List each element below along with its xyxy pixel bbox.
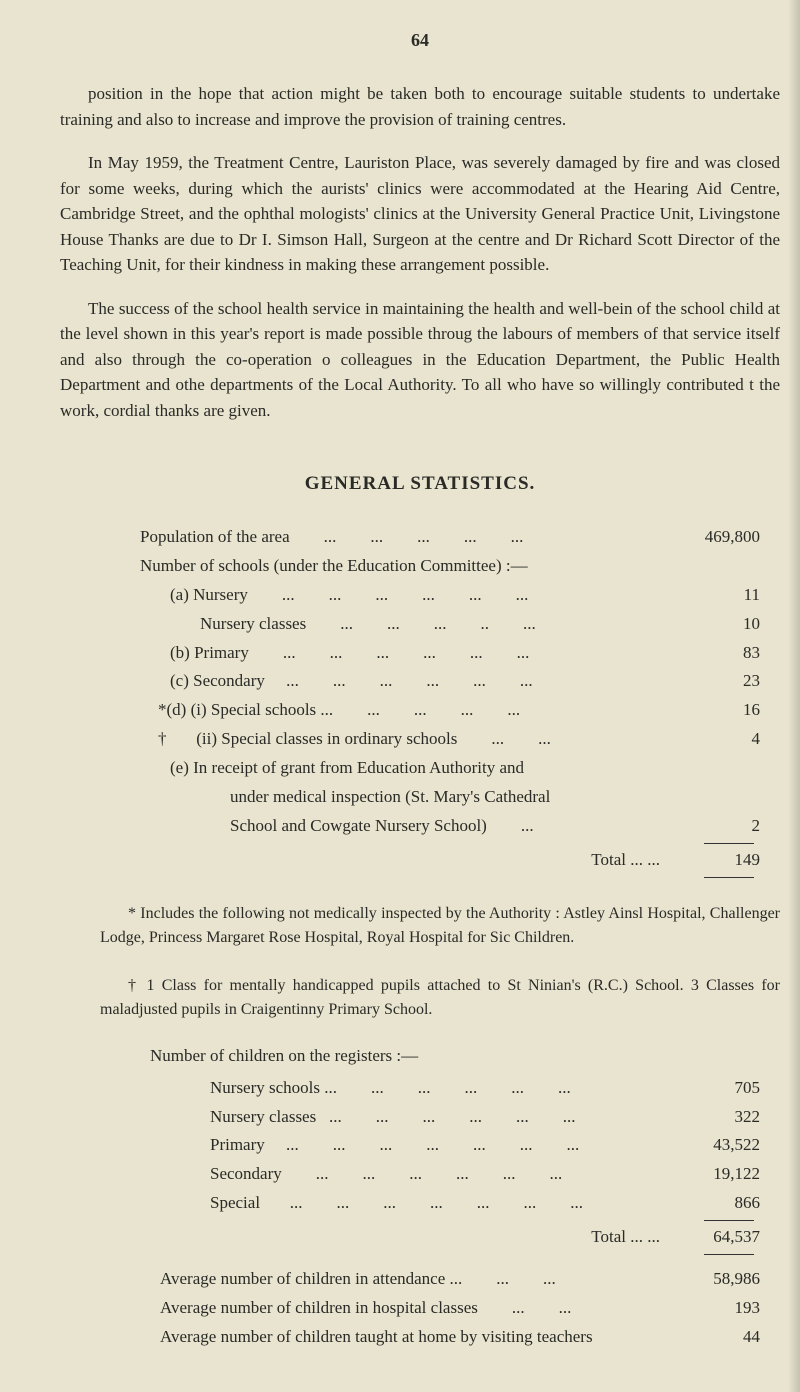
stat-special-classes: † (ii) Special classes in ordinary schoo… <box>158 725 760 754</box>
stat-nursery-classes: Nursery classes ... ... ... .. ... 10 <box>200 610 760 639</box>
rule-divider <box>704 877 754 878</box>
stat-value: 23 <box>690 667 760 696</box>
stat-receipt-grant-cont1: under medical inspection (St. Mary's Cat… <box>230 783 760 812</box>
stat-value: 83 <box>690 639 760 668</box>
stat-label: (b) Primary ... ... ... ... ... ... <box>170 639 690 668</box>
stat-label: Average number of children in hospital c… <box>160 1294 690 1323</box>
avg-home-taught: Average number of children taught at hom… <box>160 1323 760 1352</box>
paragraph-2: In May 1959, the Treatment Centre, Lauri… <box>60 150 780 278</box>
stat-secondary: (c) Secondary ... ... ... ... ... ... 23 <box>170 667 760 696</box>
page-container: 64 position in the hope that action migh… <box>0 0 800 1392</box>
stat-label: Number of schools (under the Education C… <box>140 552 690 581</box>
stat-value: 322 <box>690 1103 760 1132</box>
stat-label: School and Cowgate Nursery School) ... <box>230 812 690 841</box>
stat-label: Special ... ... ... ... ... ... ... <box>210 1189 690 1218</box>
stat-label: † (ii) Special classes in ordinary schoo… <box>158 725 690 754</box>
stat-receipt-grant-cont2: School and Cowgate Nursery School) ... 2 <box>230 812 760 841</box>
registers-block: Nursery schools ... ... ... ... ... ... … <box>210 1074 760 1255</box>
stat-value: 58,986 <box>690 1265 760 1294</box>
stat-label: under medical inspection (St. Mary's Cat… <box>230 783 760 812</box>
footnote-2: † 1 Class for mentally handicapped pupil… <box>100 974 780 1022</box>
stat-label: Primary ... ... ... ... ... ... ... <box>210 1131 690 1160</box>
stat-value: 2 <box>690 812 760 841</box>
stat-label: Nursery classes ... ... ... ... ... ... <box>210 1103 690 1132</box>
stat-num-schools: Number of schools (under the Education C… <box>140 552 760 581</box>
stat-total-label: Total ... ... <box>591 1223 660 1252</box>
avg-attendance: Average number of children in attendance… <box>160 1265 760 1294</box>
stat-value: 16 <box>690 696 760 725</box>
rule-divider <box>704 843 754 844</box>
stat-value: 193 <box>690 1294 760 1323</box>
stat-population: Population of the area ... ... ... ... .… <box>140 523 760 552</box>
paragraph-3: The success of the school health service… <box>60 296 780 424</box>
stat-value: 10 <box>690 610 760 639</box>
stat-label: (c) Secondary ... ... ... ... ... ... <box>170 667 690 696</box>
stat-nursery: (a) Nursery ... ... ... ... ... ... 11 <box>170 581 760 610</box>
stat-special-schools: *(d) (i) Special schools ... ... ... ...… <box>158 696 760 725</box>
stat-receipt-grant: (e) In receipt of grant from Education A… <box>170 754 760 783</box>
reg-total: Total ... ... 64,537 <box>210 1223 760 1252</box>
stat-value: 4 <box>690 725 760 754</box>
page-edge-shadow <box>788 0 800 1392</box>
stat-value: 19,122 <box>690 1160 760 1189</box>
rule-divider <box>704 1254 754 1255</box>
stat-value: 469,800 <box>690 523 760 552</box>
registers-heading: Number of children on the registers :— <box>150 1046 780 1066</box>
bottom-block: Average number of children in attendance… <box>160 1265 760 1352</box>
stat-label: *(d) (i) Special schools ... ... ... ...… <box>158 696 690 725</box>
stat-label: (e) In receipt of grant from Education A… <box>170 754 760 783</box>
stat-value: 705 <box>690 1074 760 1103</box>
stat-total: Total ... ... 149 <box>140 846 760 875</box>
stat-label: Nursery classes ... ... ... .. ... <box>200 610 690 639</box>
footnote-1: * Includes the following not medically i… <box>100 902 780 950</box>
stat-label: Average number of children in attendance… <box>160 1265 690 1294</box>
page-number: 64 <box>60 30 780 51</box>
paragraph-1: position in the hope that action might b… <box>60 81 780 132</box>
reg-nursery-classes: Nursery classes ... ... ... ... ... ... … <box>210 1103 760 1132</box>
stat-value: 866 <box>690 1189 760 1218</box>
stat-value: 44 <box>690 1323 760 1352</box>
stat-label: Average number of children taught at hom… <box>160 1323 690 1352</box>
stats-block: Population of the area ... ... ... ... .… <box>140 523 760 878</box>
stat-value: 11 <box>690 581 760 610</box>
avg-hospital-classes: Average number of children in hospital c… <box>160 1294 760 1323</box>
rule-divider <box>704 1220 754 1221</box>
stat-primary: (b) Primary ... ... ... ... ... ... 83 <box>170 639 760 668</box>
reg-secondary: Secondary ... ... ... ... ... ... 19,122 <box>210 1160 760 1189</box>
reg-special: Special ... ... ... ... ... ... ... 866 <box>210 1189 760 1218</box>
stat-label: Secondary ... ... ... ... ... ... <box>210 1160 690 1189</box>
stat-label: Nursery schools ... ... ... ... ... ... <box>210 1074 690 1103</box>
stat-value: 43,522 <box>690 1131 760 1160</box>
stat-label: Population of the area ... ... ... ... .… <box>140 523 690 552</box>
reg-primary: Primary ... ... ... ... ... ... ... 43,5… <box>210 1131 760 1160</box>
stat-total-label: Total ... ... <box>591 846 660 875</box>
stat-label: (a) Nursery ... ... ... ... ... ... <box>170 581 690 610</box>
stat-value: 149 <box>690 846 760 875</box>
stats-heading: GENERAL STATISTICS. <box>60 473 780 495</box>
stat-value: 64,537 <box>690 1223 760 1252</box>
reg-nursery-schools: Nursery schools ... ... ... ... ... ... … <box>210 1074 760 1103</box>
